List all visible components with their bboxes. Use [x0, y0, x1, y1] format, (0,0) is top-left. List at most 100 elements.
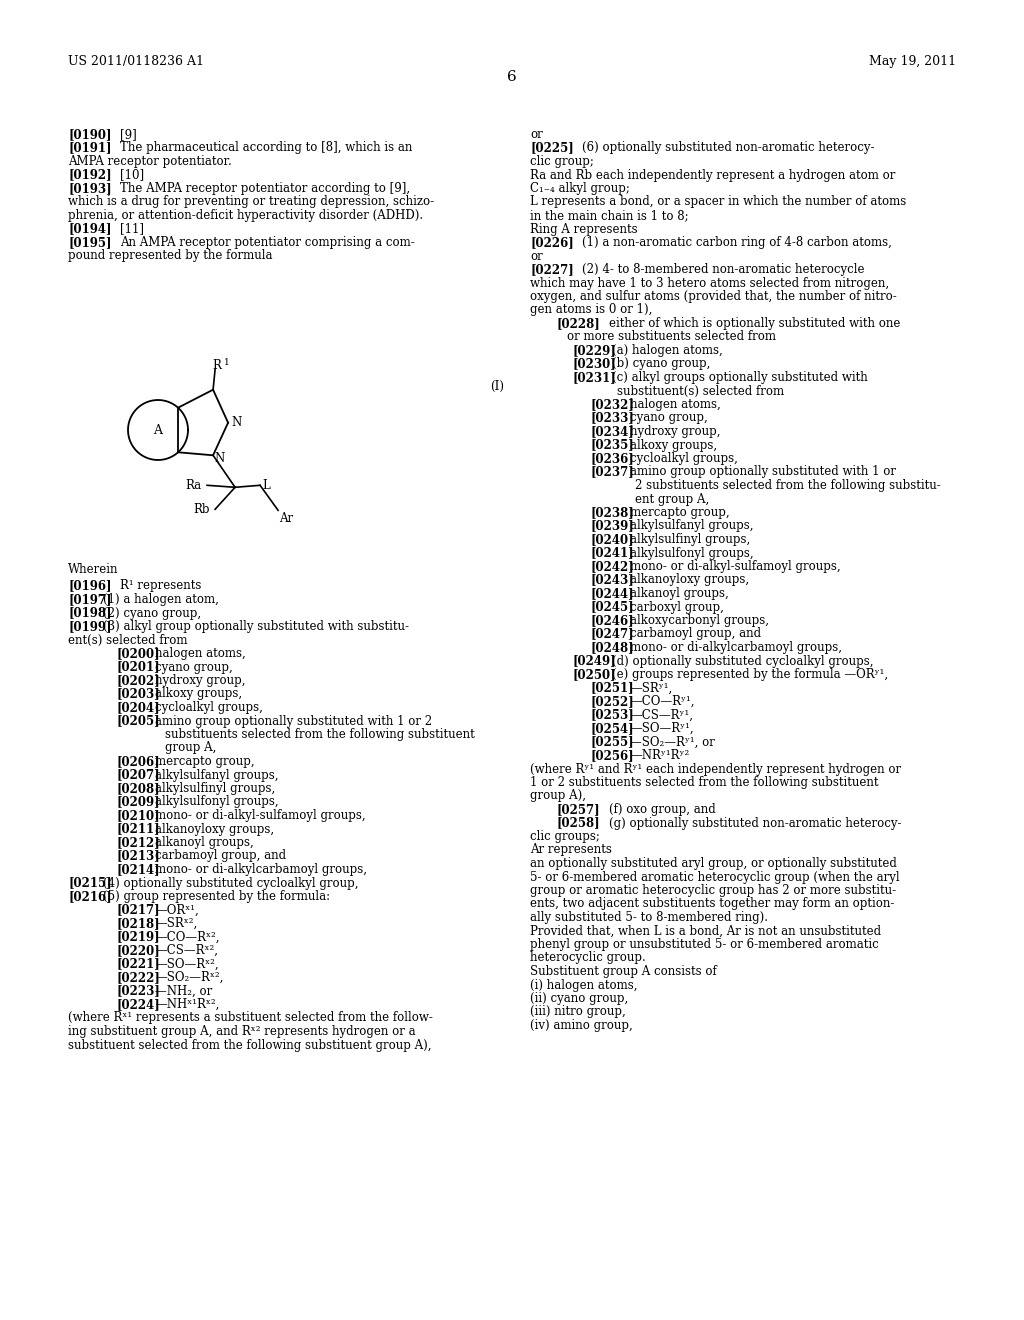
Text: Substituent group A consists of: Substituent group A consists of — [530, 965, 717, 978]
Text: (e) groups represented by the formula —ORʸ¹,: (e) groups represented by the formula —O… — [612, 668, 888, 681]
Text: [0201]: [0201] — [117, 660, 161, 673]
Text: (1) a halogen atom,: (1) a halogen atom, — [103, 593, 219, 606]
Text: alkylsulfonyl groups,: alkylsulfonyl groups, — [630, 546, 754, 560]
Text: [0206]: [0206] — [117, 755, 161, 768]
Text: [0221]: [0221] — [117, 957, 161, 970]
Text: which may have 1 to 3 hetero atoms selected from nitrogen,: which may have 1 to 3 hetero atoms selec… — [530, 276, 889, 289]
Text: ent(s) selected from: ent(s) selected from — [68, 634, 187, 647]
Text: —NH₂, or: —NH₂, or — [155, 985, 212, 998]
Text: or: or — [530, 128, 543, 141]
Text: mono- or di-alkylcarbamoyl groups,: mono- or di-alkylcarbamoyl groups, — [630, 642, 842, 653]
Text: halogen atoms,: halogen atoms, — [155, 647, 246, 660]
Text: (2) 4- to 8-membered non-aromatic heterocycle: (2) 4- to 8-membered non-aromatic hetero… — [582, 263, 864, 276]
Text: [0251]: [0251] — [590, 681, 634, 694]
Text: Ar represents: Ar represents — [530, 843, 612, 857]
Text: [0233]: [0233] — [590, 412, 634, 425]
Text: (iii) nitro group,: (iii) nitro group, — [530, 1006, 626, 1019]
Text: ents, two adjacent substituents together may form an option-: ents, two adjacent substituents together… — [530, 898, 894, 911]
Text: [0242]: [0242] — [590, 560, 634, 573]
Text: —CO—Rʸ¹,: —CO—Rʸ¹, — [630, 696, 694, 708]
Text: [0194]: [0194] — [68, 223, 112, 235]
Text: [0209]: [0209] — [117, 796, 161, 808]
Text: R: R — [212, 359, 221, 372]
Text: [0190]: [0190] — [68, 128, 112, 141]
Text: [0239]: [0239] — [590, 520, 634, 532]
Text: [0224]: [0224] — [117, 998, 161, 1011]
Text: alkanoyloxy groups,: alkanoyloxy groups, — [155, 822, 274, 836]
Text: alkanoyl groups,: alkanoyl groups, — [630, 587, 729, 601]
Text: [0200]: [0200] — [117, 647, 161, 660]
Text: heterocyclic group.: heterocyclic group. — [530, 952, 646, 965]
Text: alkanoyl groups,: alkanoyl groups, — [155, 836, 254, 849]
Text: [0203]: [0203] — [117, 688, 161, 701]
Text: —SRʸ¹,: —SRʸ¹, — [630, 681, 672, 694]
Text: [0215]: [0215] — [68, 876, 112, 890]
Text: L represents a bond, or a spacer in which the number of atoms: L represents a bond, or a spacer in whic… — [530, 195, 906, 209]
Text: [0247]: [0247] — [590, 627, 634, 640]
Text: [0218]: [0218] — [117, 917, 161, 931]
Text: [0216]: [0216] — [68, 890, 112, 903]
Text: (i) halogen atoms,: (i) halogen atoms, — [530, 978, 638, 991]
Text: clic group;: clic group; — [530, 154, 594, 168]
Text: (2) cyano group,: (2) cyano group, — [103, 606, 201, 619]
Text: [0193]: [0193] — [68, 182, 112, 195]
Text: [0214]: [0214] — [117, 863, 161, 876]
Text: [0207]: [0207] — [117, 768, 161, 781]
Text: alkoxy groups,: alkoxy groups, — [630, 438, 717, 451]
Text: [0195]: [0195] — [68, 236, 112, 249]
Text: (1) a non-aromatic carbon ring of 4-8 carbon atoms,: (1) a non-aromatic carbon ring of 4-8 ca… — [582, 236, 892, 249]
Text: 1 or 2 substituents selected from the following substituent: 1 or 2 substituents selected from the fo… — [530, 776, 879, 789]
Text: [0202]: [0202] — [117, 675, 161, 686]
Text: alkylsulfanyl groups,: alkylsulfanyl groups, — [630, 520, 754, 532]
Text: The AMPA receptor potentiator according to [9],: The AMPA receptor potentiator according … — [120, 182, 411, 195]
Text: C₁₋₄ alkyl group;: C₁₋₄ alkyl group; — [530, 182, 630, 195]
Text: group A),: group A), — [530, 789, 586, 803]
Text: (a) halogen atoms,: (a) halogen atoms, — [612, 345, 723, 356]
Text: alkylsulfanyl groups,: alkylsulfanyl groups, — [155, 768, 279, 781]
Text: alkoxy groups,: alkoxy groups, — [155, 688, 242, 701]
Text: [0255]: [0255] — [590, 735, 634, 748]
Text: —NRʸ¹Rʸ²: —NRʸ¹Rʸ² — [630, 748, 689, 762]
Text: carbamoyl group, and: carbamoyl group, and — [630, 627, 761, 640]
Text: in the main chain is 1 to 8;: in the main chain is 1 to 8; — [530, 209, 688, 222]
Text: [0226]: [0226] — [530, 236, 573, 249]
Text: [0222]: [0222] — [117, 972, 161, 983]
Text: (where Rʸ¹ and Rʸ¹ each independently represent hydrogen or: (where Rʸ¹ and Rʸ¹ each independently re… — [530, 763, 901, 776]
Text: [0213]: [0213] — [117, 850, 161, 862]
Text: ally substituted 5- to 8-membered ring).: ally substituted 5- to 8-membered ring). — [530, 911, 768, 924]
Text: —CO—Rˣ²,: —CO—Rˣ², — [155, 931, 219, 944]
Text: cycloalkyl groups,: cycloalkyl groups, — [155, 701, 263, 714]
Text: [0248]: [0248] — [590, 642, 634, 653]
Text: [0208]: [0208] — [117, 781, 161, 795]
Text: [0250]: [0250] — [572, 668, 615, 681]
Text: or more substituents selected from: or more substituents selected from — [567, 330, 776, 343]
Text: [0205]: [0205] — [117, 714, 161, 727]
Text: alkylsulfonyl groups,: alkylsulfonyl groups, — [155, 796, 279, 808]
Text: [0212]: [0212] — [117, 836, 161, 849]
Text: (d) optionally substituted cycloalkyl groups,: (d) optionally substituted cycloalkyl gr… — [612, 655, 873, 668]
Text: [9]: [9] — [120, 128, 137, 141]
Text: AMPA receptor potentiator.: AMPA receptor potentiator. — [68, 154, 231, 168]
Text: [0257]: [0257] — [557, 803, 601, 816]
Text: US 2011/0118236 A1: US 2011/0118236 A1 — [68, 55, 204, 69]
Text: or: or — [530, 249, 543, 263]
Text: [0232]: [0232] — [590, 399, 634, 411]
Text: May 19, 2011: May 19, 2011 — [869, 55, 956, 69]
Text: A: A — [154, 424, 163, 437]
Text: —ORˣ¹,: —ORˣ¹, — [155, 903, 199, 916]
Text: [0229]: [0229] — [572, 345, 615, 356]
Text: [0223]: [0223] — [117, 985, 161, 998]
Text: cyano group,: cyano group, — [155, 660, 232, 673]
Text: oxygen, and sulfur atoms (provided that, the number of nitro-: oxygen, and sulfur atoms (provided that,… — [530, 290, 897, 304]
Text: [0210]: [0210] — [117, 809, 161, 822]
Text: N: N — [214, 453, 224, 465]
Text: —NHˣ¹Rˣ²,: —NHˣ¹Rˣ², — [155, 998, 219, 1011]
Text: [0191]: [0191] — [68, 141, 112, 154]
Text: (iv) amino group,: (iv) amino group, — [530, 1019, 633, 1032]
Text: Ring A represents: Ring A represents — [530, 223, 638, 235]
Text: phrenia, or attention-deficit hyperactivity disorder (ADHD).: phrenia, or attention-deficit hyperactiv… — [68, 209, 423, 222]
Text: [0249]: [0249] — [572, 655, 615, 668]
Text: substituent selected from the following substituent group A),: substituent selected from the following … — [68, 1039, 431, 1052]
Text: [0236]: [0236] — [590, 451, 634, 465]
Text: [0192]: [0192] — [68, 169, 112, 181]
